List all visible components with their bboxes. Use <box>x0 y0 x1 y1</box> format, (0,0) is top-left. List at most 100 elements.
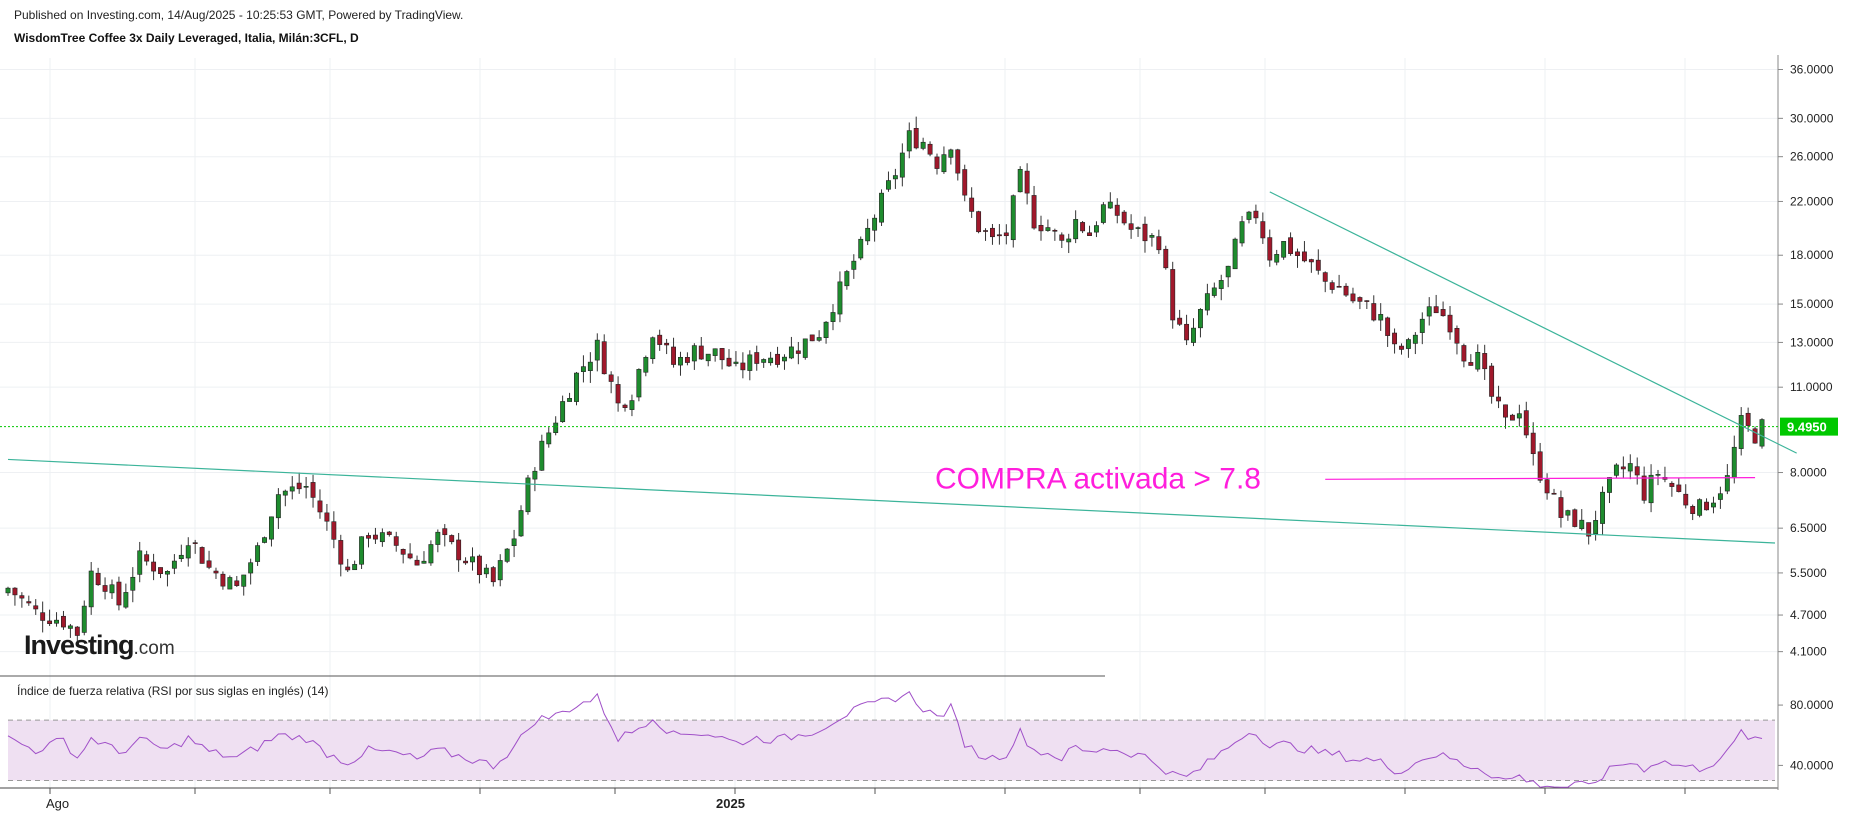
candle <box>671 337 676 368</box>
candle-body <box>844 271 850 287</box>
candle-body <box>1392 332 1398 345</box>
candle <box>123 583 129 609</box>
candle <box>67 623 73 638</box>
candle-body <box>1551 492 1557 495</box>
candle-body <box>1170 269 1176 321</box>
candle <box>61 610 66 630</box>
candle <box>407 543 413 560</box>
candle-body <box>1371 303 1377 321</box>
candle-body <box>1572 509 1578 527</box>
candle <box>421 551 427 564</box>
candle <box>1267 229 1273 267</box>
candle <box>1204 283 1210 316</box>
trendline-support <box>7 458 1776 544</box>
candle <box>622 403 628 412</box>
candle <box>379 528 385 547</box>
candle <box>851 254 857 279</box>
candle-body <box>1503 404 1508 418</box>
candle <box>74 626 80 647</box>
candle <box>1516 404 1522 427</box>
candle-body <box>650 337 656 360</box>
candle-body <box>1295 251 1300 256</box>
candle-body <box>158 567 163 575</box>
y-tick-label: 8.0000 <box>1790 466 1827 480</box>
candle <box>442 524 448 547</box>
candle-body <box>754 352 760 364</box>
candle <box>1537 442 1543 483</box>
candle <box>802 338 808 360</box>
candle <box>740 352 746 379</box>
candle-body <box>442 528 448 536</box>
candle <box>1094 221 1099 238</box>
candle <box>386 530 392 537</box>
candle <box>1392 328 1398 354</box>
candle-body <box>109 584 115 594</box>
candle <box>574 371 579 406</box>
candle <box>1523 401 1529 439</box>
candle-body <box>1288 237 1294 254</box>
candle <box>1759 418 1765 449</box>
candle-body <box>775 353 780 365</box>
candle-body <box>622 404 628 408</box>
candle <box>213 567 219 579</box>
candle-body <box>788 346 794 359</box>
candle <box>359 536 365 569</box>
y-tick-label: 4.7000 <box>1790 608 1827 622</box>
candle-body <box>1607 477 1612 493</box>
candle-body <box>331 521 337 540</box>
candle-body <box>1378 314 1384 321</box>
candle-body <box>740 362 746 371</box>
candle-body <box>1059 234 1065 241</box>
candle-body <box>151 561 157 572</box>
candle-body <box>1066 238 1072 243</box>
candle <box>1489 363 1495 404</box>
candle <box>338 534 344 577</box>
rsi-label: Índice de fuerza relativa (RSI por sus s… <box>17 684 329 698</box>
candle-body <box>782 356 787 362</box>
candle <box>241 574 247 596</box>
candle <box>830 304 836 331</box>
candle-body <box>1163 248 1169 269</box>
candle <box>983 228 988 241</box>
candle-body <box>1697 499 1703 516</box>
candle <box>1080 220 1086 234</box>
candle-body <box>317 500 323 513</box>
candle-body <box>761 359 767 363</box>
candle-body <box>858 238 864 259</box>
candle-body <box>476 555 482 576</box>
candle <box>837 271 843 323</box>
candle-body <box>1745 412 1751 426</box>
candle <box>608 371 614 394</box>
candle-body <box>435 531 441 545</box>
candle-body <box>830 312 836 322</box>
candle <box>282 489 288 507</box>
candle-body <box>421 560 427 564</box>
candle <box>227 575 233 590</box>
candle <box>1711 496 1716 514</box>
candle <box>1717 486 1723 509</box>
candle <box>1412 332 1418 355</box>
candle-body <box>1544 479 1550 494</box>
candle <box>1059 232 1065 249</box>
candle <box>12 587 18 606</box>
candle <box>567 392 573 402</box>
candle-body <box>899 152 905 178</box>
candle-body <box>1468 362 1474 366</box>
candle <box>317 489 323 519</box>
y-tick-label: 36.0000 <box>1790 62 1834 76</box>
candle-body <box>823 321 829 338</box>
candle-body <box>54 619 59 624</box>
candle-body <box>1412 334 1418 344</box>
candle-body <box>130 576 136 591</box>
candle <box>1426 297 1432 326</box>
candle-body <box>657 334 663 345</box>
candles <box>5 116 1765 647</box>
candle-body <box>61 615 66 628</box>
candle <box>872 214 878 242</box>
candle <box>636 368 642 402</box>
candle <box>1350 287 1356 304</box>
candle <box>1433 294 1439 314</box>
candle-body <box>608 374 614 382</box>
candle <box>268 516 274 547</box>
